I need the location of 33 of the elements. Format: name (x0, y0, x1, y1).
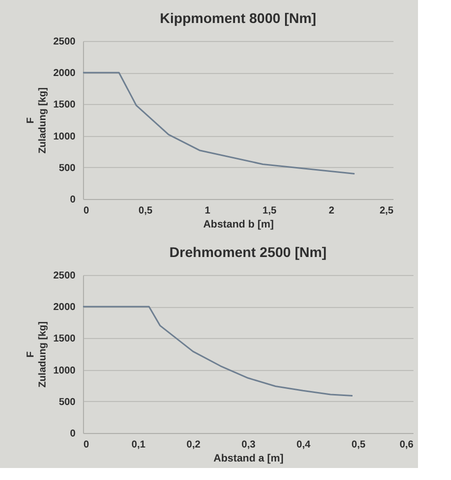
x-tick-label: 1,5 (262, 206, 277, 216)
x-tick-label: 1 (204, 206, 211, 216)
x-tick-label: 0 (84, 206, 90, 216)
y-tick-label: 2000 (53, 302, 76, 314)
x-tick-label: 0 (84, 440, 90, 450)
y-tick-label: 2500 (53, 270, 76, 282)
x-tick-label: 2,5 (380, 206, 394, 216)
y-axis-title: F Zuladung [kg] (25, 321, 48, 388)
y-tick-label: 1000 (53, 131, 76, 142)
y-tick-label: 2500 (53, 36, 76, 48)
x-tick-label: 0,4 (296, 440, 311, 450)
y-tick-label: 0 (70, 428, 76, 440)
x-tick-label: 0,5 (352, 440, 366, 450)
y-tick-label: 1500 (53, 334, 76, 345)
x-tick-label: 0,1 (132, 440, 146, 450)
x-tick-label: 0,2 (186, 440, 201, 450)
x-axis-title: Abstand b [m] (203, 218, 274, 230)
y-tick-label: 1500 (53, 100, 76, 111)
y-tick-label: 1000 (53, 365, 76, 376)
x-tick-label: 0,6 (400, 440, 414, 450)
y-tick-label: 500 (58, 396, 76, 408)
y-axis-title: F Zuladung [kg] (25, 87, 48, 154)
chart-title: Kippmoment 8000 [Nm] (160, 10, 316, 26)
line-series (82, 72, 356, 174)
x-tick-label: 0,3 (242, 440, 256, 450)
x-tick-label: 2 (328, 206, 335, 216)
y-tick-label: 500 (58, 162, 76, 174)
line-series (82, 306, 354, 396)
x-axis-title: Abstand a [m] (213, 452, 284, 464)
chart-title: Drehmoment 2500 [Nm] (169, 244, 327, 260)
y-tick-label: 0 (70, 194, 76, 206)
y-tick-label: 2000 (53, 68, 76, 80)
x-tick-label: 0,5 (138, 206, 153, 216)
